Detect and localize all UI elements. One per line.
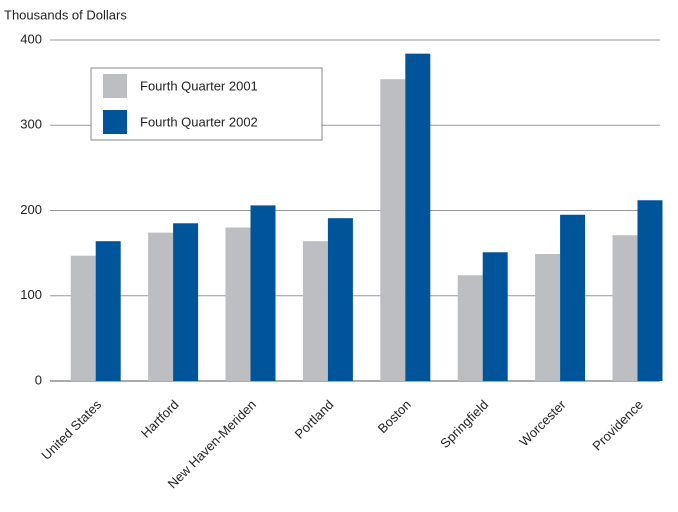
bar	[560, 214, 586, 381]
x-tick-label: Springfield	[437, 397, 491, 451]
bar	[225, 227, 251, 381]
x-tick-label: Providence	[589, 397, 646, 454]
y-tick-label: 100	[20, 287, 42, 302]
legend-label: Fourth Quarter 2001	[140, 78, 258, 93]
bar	[637, 200, 663, 381]
bar	[95, 241, 121, 381]
y-axis-label: Thousands of Dollars	[4, 7, 127, 22]
bar	[457, 275, 483, 381]
bar	[482, 252, 508, 381]
x-tick-label: Boston	[375, 397, 414, 436]
legend-label: Fourth Quarter 2002	[140, 114, 258, 129]
x-tick-label: Worcester	[516, 396, 569, 449]
bar	[173, 223, 199, 381]
x-tick-label: Hartford	[138, 397, 182, 441]
legend-swatch	[103, 110, 127, 134]
x-tick-label: Portland	[292, 397, 337, 442]
y-tick-label: 200	[20, 202, 42, 217]
bar	[148, 232, 174, 381]
bar	[612, 235, 638, 381]
bar	[327, 218, 353, 381]
bar	[250, 205, 276, 381]
legend-box	[90, 67, 323, 141]
x-tick-label: New Haven-Meriden	[165, 397, 259, 491]
y-tick-label: 0	[35, 372, 42, 387]
bar	[535, 253, 561, 381]
y-tick-label: 400	[20, 31, 42, 46]
bar	[302, 241, 328, 381]
bar	[405, 53, 431, 381]
bar	[70, 255, 96, 381]
legend-swatch	[103, 74, 127, 98]
x-tick-label: United States	[38, 397, 104, 463]
y-tick-label: 300	[20, 117, 42, 132]
bar	[380, 79, 406, 381]
